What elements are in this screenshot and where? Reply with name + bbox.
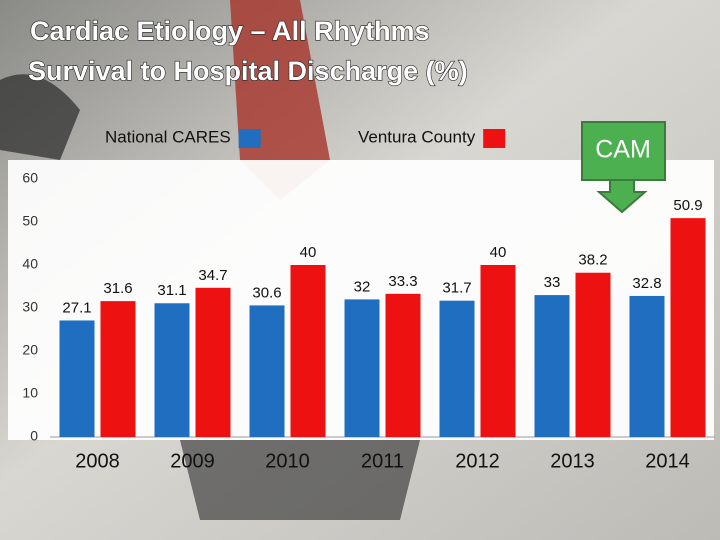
- tie-shape: [230, 0, 330, 200]
- x-tick-label: 2012: [455, 450, 500, 472]
- legend-label: National CARES: [105, 127, 231, 146]
- bar: [480, 265, 516, 437]
- bar: [290, 265, 326, 437]
- data-label: 30.6: [252, 284, 281, 301]
- data-label: 31.6: [103, 280, 132, 297]
- legend-label: Ventura County: [358, 127, 476, 146]
- y-tick-label: 60: [22, 170, 38, 186]
- data-label: 33: [544, 274, 561, 291]
- annotation-callout: CAM: [581, 121, 666, 214]
- data-label: 31.7: [442, 280, 471, 297]
- data-label: 32: [354, 278, 371, 295]
- x-tick-label: 2011: [361, 450, 404, 472]
- bar: [385, 293, 421, 437]
- data-label: 40: [300, 244, 317, 261]
- bar: [59, 320, 95, 437]
- data-label: 38.2: [578, 252, 607, 269]
- y-tick-label: 30: [22, 299, 38, 315]
- x-tick-label: 2010: [265, 450, 310, 472]
- x-tick-label: 2014: [645, 450, 690, 472]
- annotation-box: [581, 121, 666, 181]
- data-label: 27.1: [62, 299, 91, 316]
- bar: [195, 287, 231, 437]
- data-label: 33.3: [388, 273, 417, 290]
- bar: [249, 305, 285, 437]
- data-label: 50.9: [673, 197, 702, 214]
- bar: [670, 218, 706, 437]
- x-tick-label: 2008: [75, 450, 120, 472]
- annotation-arrow: [596, 179, 648, 214]
- bar: [100, 301, 136, 437]
- data-label: 31.1: [157, 282, 186, 299]
- bar: [439, 300, 475, 437]
- annotation-text: CAM: [595, 136, 651, 164]
- y-tick-label: 10: [22, 385, 38, 401]
- chart-title: Cardiac Etiology – All Rhythms: [30, 16, 430, 46]
- y-tick-label: 50: [22, 213, 38, 229]
- bar: [154, 303, 190, 437]
- bar: [344, 299, 380, 437]
- data-label: 40: [490, 244, 507, 261]
- legend-swatch: [238, 129, 261, 148]
- y-tick-label: 20: [22, 342, 38, 358]
- chart-subtitle: Survival to Hospital Discharge (%): [28, 56, 468, 86]
- data-label: 34.7: [198, 267, 227, 284]
- bar: [629, 295, 665, 437]
- bar: [575, 272, 611, 437]
- legend-swatch: [483, 129, 506, 148]
- y-tick-label: 0: [30, 428, 38, 444]
- y-tick-label: 40: [22, 256, 38, 272]
- bar: [534, 295, 570, 437]
- data-label: 32.8: [632, 275, 661, 292]
- x-tick-label: 2013: [550, 450, 595, 472]
- legs-shape: [180, 440, 420, 520]
- hand-shape: [0, 74, 80, 160]
- x-tick-label: 2009: [170, 450, 215, 472]
